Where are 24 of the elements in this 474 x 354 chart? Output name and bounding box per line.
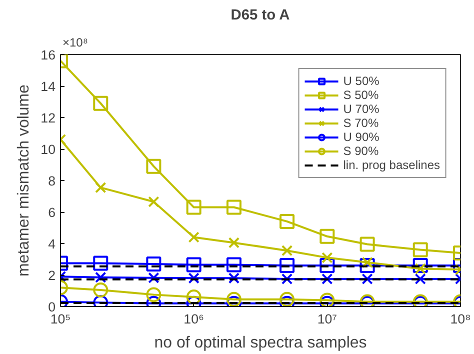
x-tick-label: 10⁶ bbox=[184, 312, 204, 326]
y-tick-label: 0 bbox=[48, 300, 56, 314]
y-tick-label: 8 bbox=[48, 174, 56, 188]
x-tick-label: 10⁷ bbox=[317, 312, 338, 326]
text: ×10⁸ bbox=[62, 36, 88, 50]
x-axis-title: no of optimal spectra samples bbox=[154, 334, 367, 352]
x-tick-label: 10⁸ bbox=[450, 312, 471, 326]
legend-label: S 50% bbox=[343, 88, 379, 102]
y-tick-label: 2 bbox=[48, 268, 56, 283]
y-axis-title: metamer mismatch volume bbox=[16, 84, 33, 277]
legend-label: S 70% bbox=[343, 116, 379, 130]
y-tick-label: 14 bbox=[40, 79, 56, 94]
legend-label: S 90% bbox=[343, 144, 379, 158]
y-tick-label: 10 bbox=[40, 142, 56, 157]
y-tick-label: 6 bbox=[48, 205, 56, 220]
x-tick-label: 10⁵ bbox=[50, 312, 71, 326]
chart-title: D65 to A bbox=[230, 8, 290, 24]
legend-label: U 50% bbox=[343, 74, 380, 88]
y-tick-label: 4 bbox=[48, 236, 56, 252]
legend-label: U 70% bbox=[343, 102, 380, 116]
legend-label: U 90% bbox=[343, 130, 380, 144]
y-tick-label: 16 bbox=[40, 48, 56, 62]
legend-label: lin. prog baselines bbox=[343, 158, 440, 172]
y-tick-label: 12 bbox=[40, 110, 56, 126]
